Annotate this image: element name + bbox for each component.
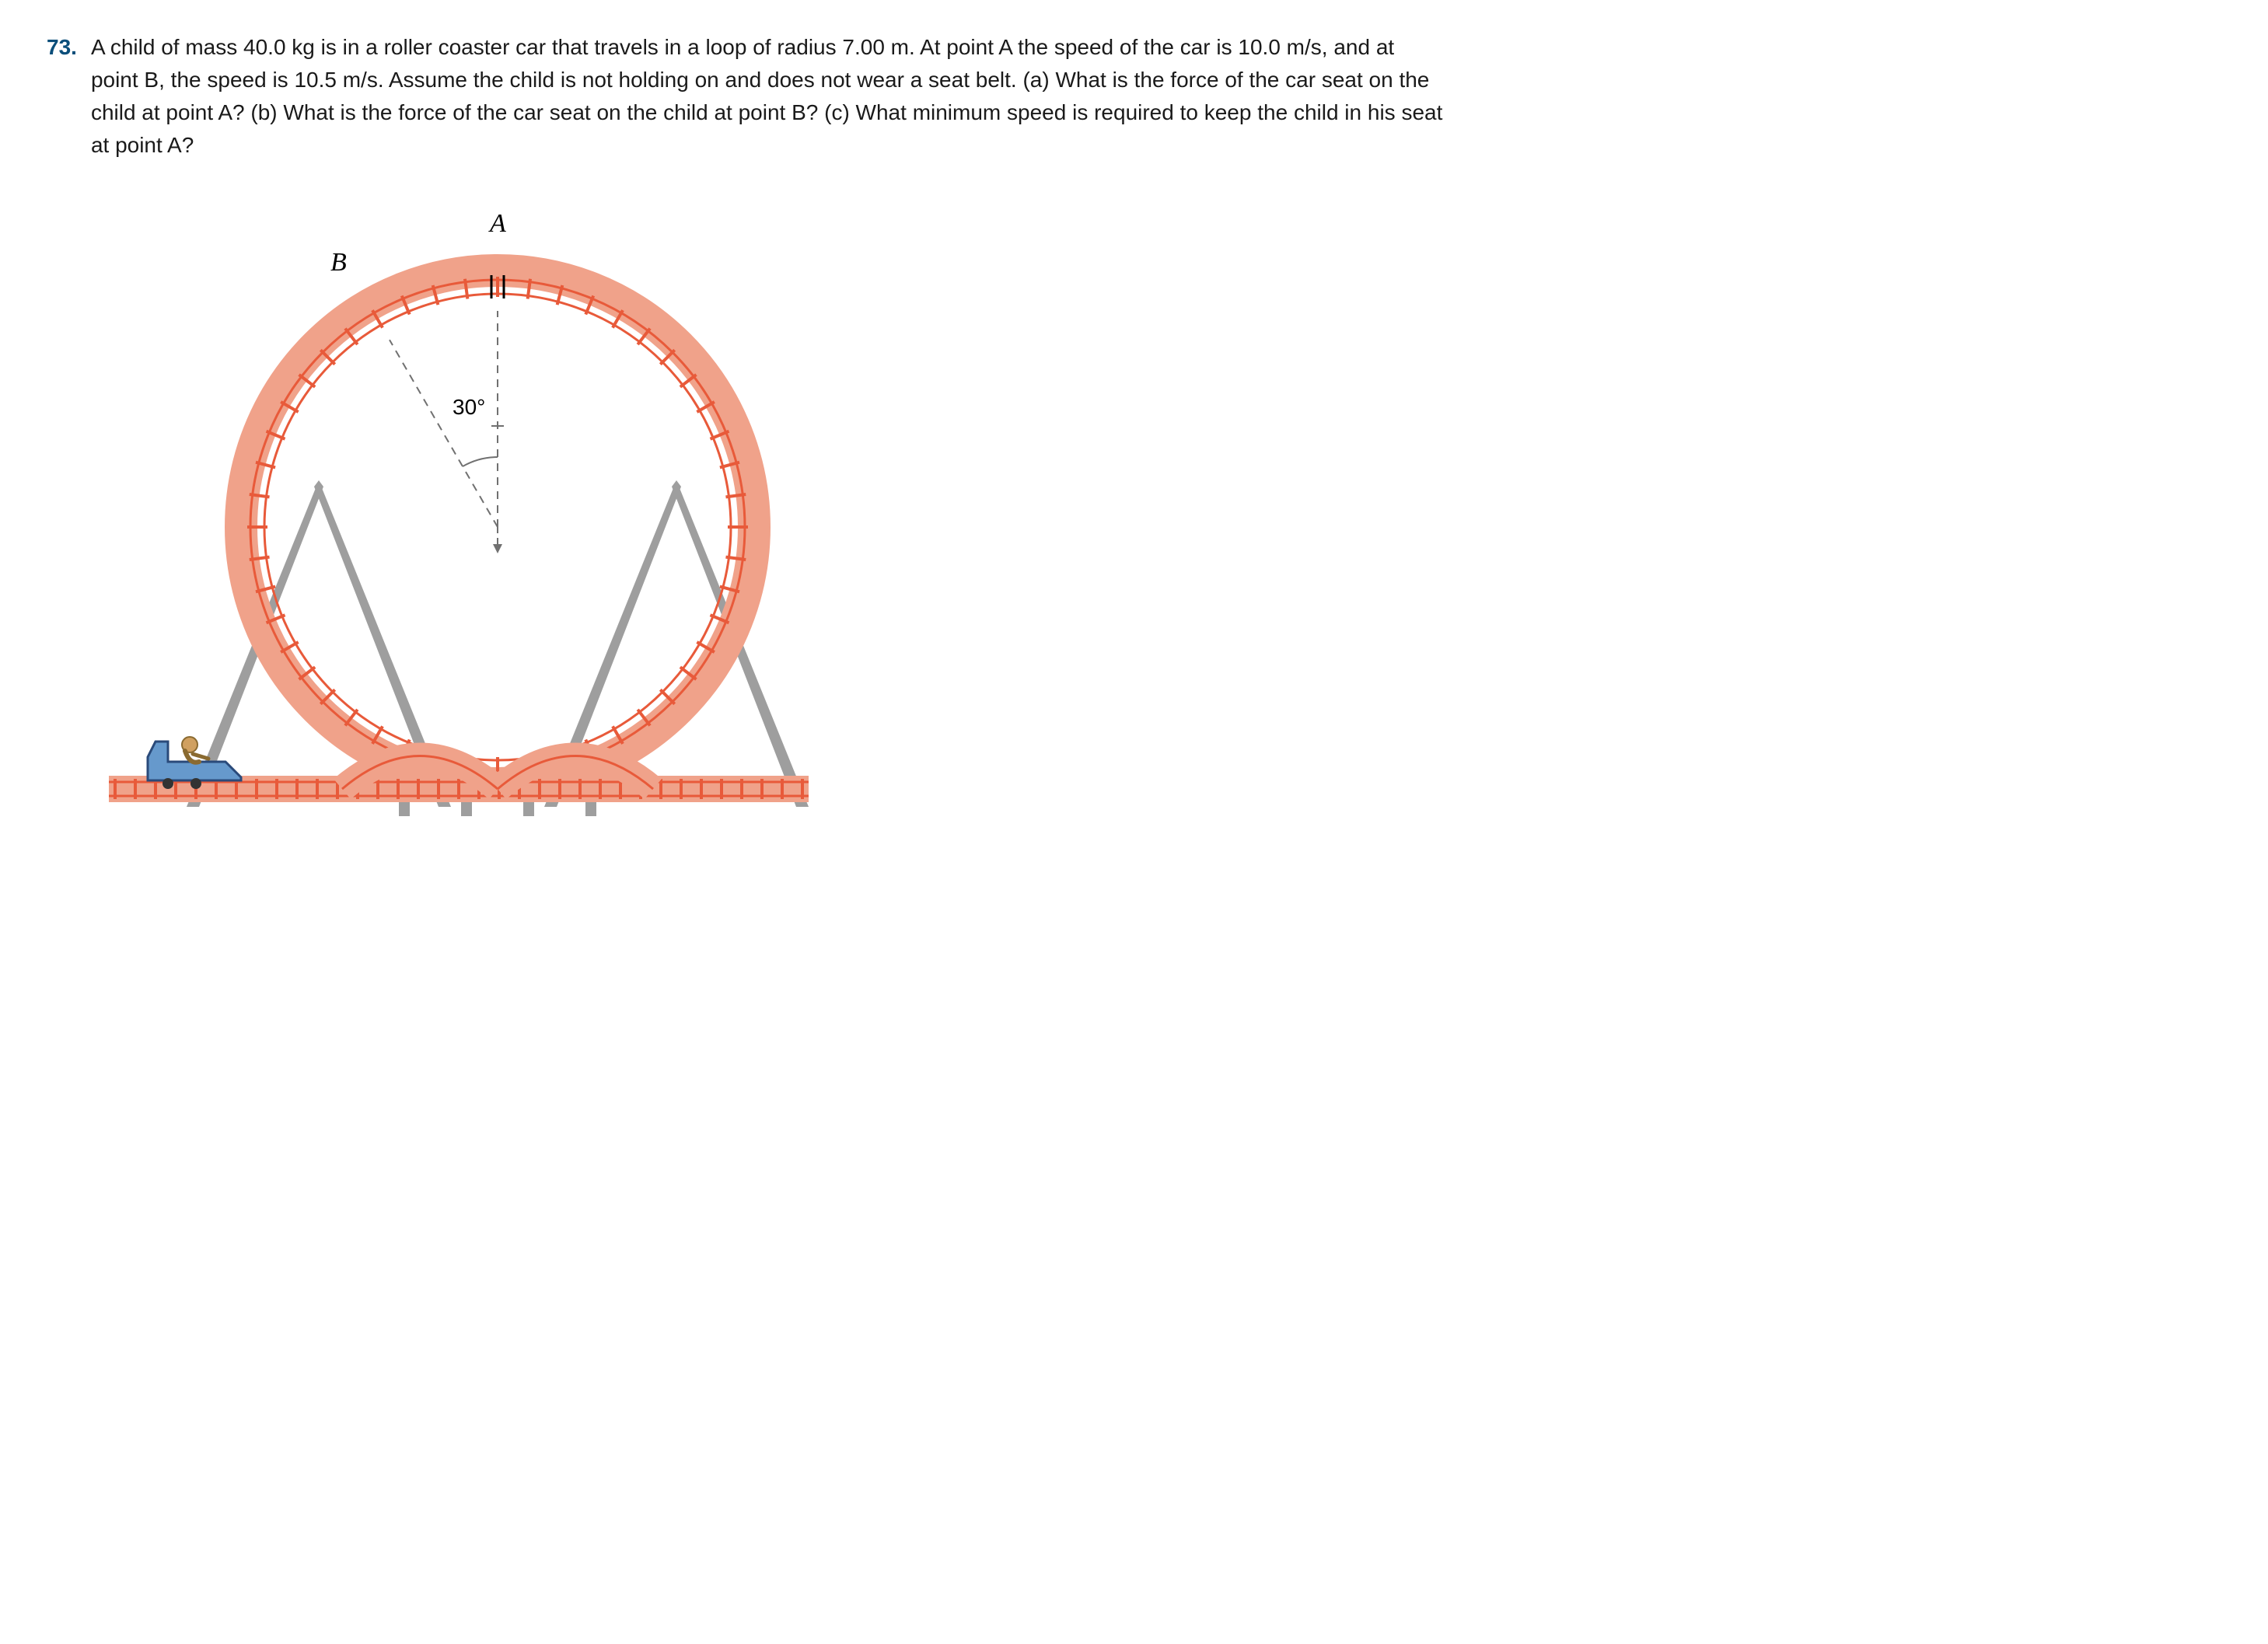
figure: A B 30° [109,185,2221,832]
rollercoaster-figure: A B 30° [109,185,809,822]
roller-coaster-car [148,737,241,789]
svg-text:B: B [330,248,347,277]
svg-text:A: A [488,209,506,238]
angle-indicator [390,311,504,553]
svg-text:30°: 30° [453,395,485,419]
problem: 73. A child of mass 40.0 kg is in a roll… [47,31,1446,162]
problem-number: 73. [47,31,77,64]
problem-text: A child of mass 40.0 kg is in a roller c… [91,31,1446,162]
